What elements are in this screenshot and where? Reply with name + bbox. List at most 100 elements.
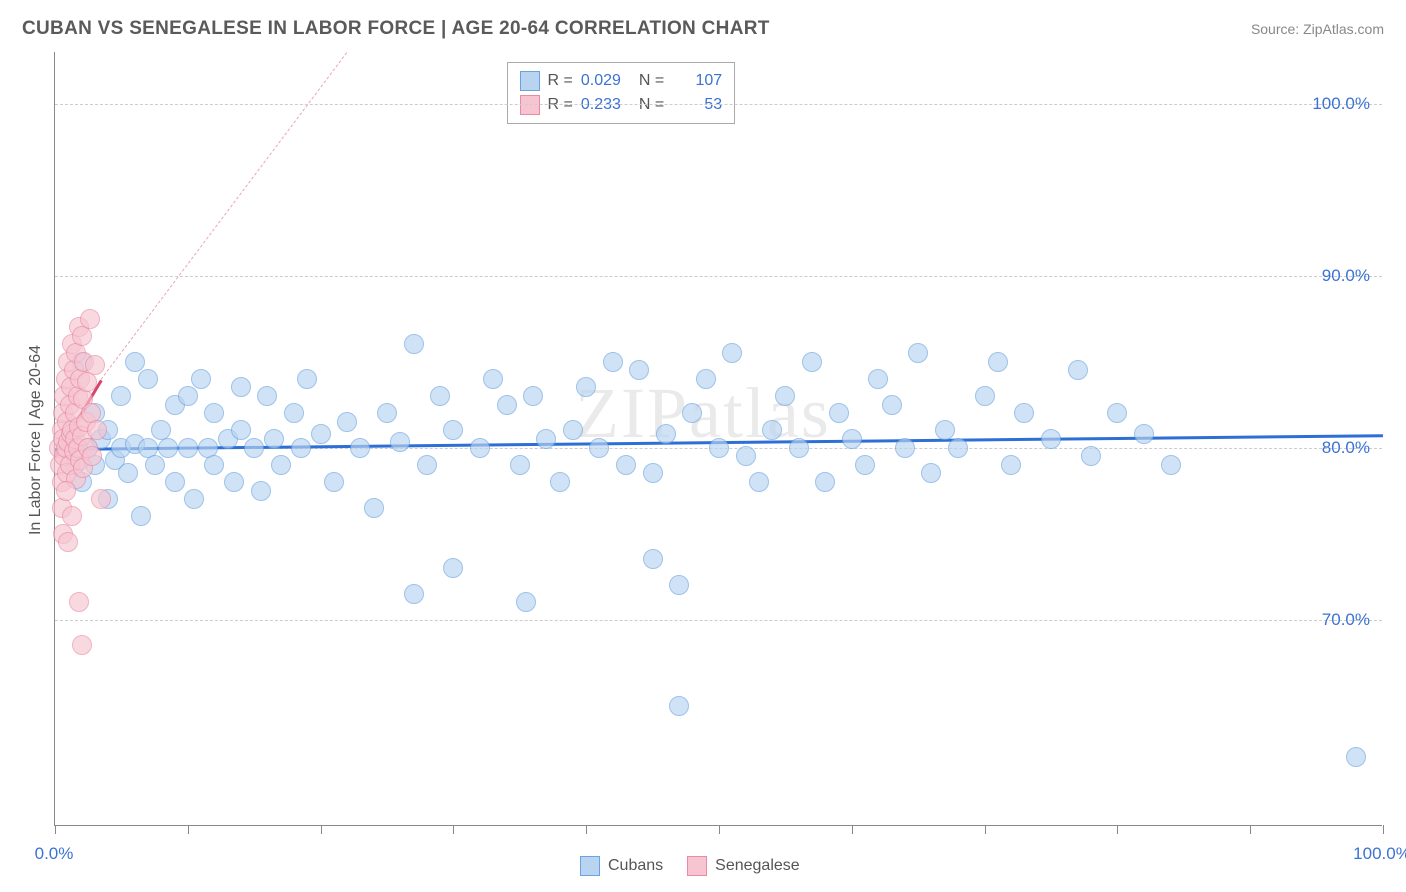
scatter-point [417,455,437,475]
r-label: R = [548,93,573,117]
scatter-point [125,352,145,372]
scatter-point [1134,424,1154,444]
scatter-point [111,386,131,406]
x-tick [852,825,853,834]
scatter-point [77,372,97,392]
scatter-point [1107,403,1127,423]
scatter-point [1014,403,1034,423]
series-legend: CubansSenegalese [580,856,800,876]
scatter-point [895,438,915,458]
scatter-point [118,463,138,483]
scatter-point [589,438,609,458]
gridline-h [55,104,1382,105]
legend-row: R =0.233N =53 [520,93,723,117]
scatter-point [404,334,424,354]
n-value: 107 [672,69,722,93]
scatter-point [324,472,344,492]
scatter-point [184,489,204,509]
scatter-point [749,472,769,492]
scatter-point [291,438,311,458]
legend-swatch [687,856,707,876]
scatter-point [443,420,463,440]
scatter-point [842,429,862,449]
y-tick-label: 70.0% [1322,610,1370,630]
scatter-point [364,498,384,518]
y-axis-label: In Labor Force | Age 20-64 [27,345,45,535]
scatter-point [550,472,570,492]
x-tick [985,825,986,834]
x-tick [1383,825,1384,834]
plot-area: ZIPatlas R =0.029N =107R =0.233N =53 70.… [54,52,1382,826]
scatter-point [709,438,729,458]
scatter-point [224,472,244,492]
legend-swatch [520,71,540,91]
scatter-point [204,403,224,423]
scatter-point [350,438,370,458]
x-tick [1250,825,1251,834]
legend-label: Senegalese [715,857,800,875]
scatter-point [231,420,251,440]
scatter-point [69,592,89,612]
scatter-point [1001,455,1021,475]
scatter-point [1041,429,1061,449]
correlation-legend: R =0.029N =107R =0.233N =53 [507,62,736,124]
scatter-point [510,455,530,475]
scatter-point [882,395,902,415]
scatter-point [257,386,277,406]
scatter-point [1161,455,1181,475]
scatter-point [138,369,158,389]
scatter-point [975,386,995,406]
scatter-point [178,438,198,458]
r-value: 0.233 [581,93,631,117]
scatter-point [377,403,397,423]
scatter-point [868,369,888,389]
scatter-point [1068,360,1088,380]
scatter-point [948,438,968,458]
legend-swatch [580,856,600,876]
scatter-point [145,455,165,475]
legend-swatch [520,95,540,115]
n-label: N = [639,69,664,93]
scatter-point [669,696,689,716]
scatter-point [576,377,596,397]
scatter-point [669,575,689,595]
source-label: Source: ZipAtlas.com [1251,21,1384,37]
x-tick [586,825,587,834]
scatter-point [204,455,224,475]
scatter-point [158,438,178,458]
scatter-point [921,463,941,483]
scatter-point [72,326,92,346]
x-tick [55,825,56,834]
scatter-point [908,343,928,363]
scatter-point [62,506,82,526]
scatter-point [682,403,702,423]
scatter-point [91,489,111,509]
scatter-point [523,386,543,406]
scatter-point [85,355,105,375]
title-row: CUBAN VS SENEGALESE IN LABOR FORCE | AGE… [22,18,1384,40]
scatter-point [516,592,536,612]
y-tick-label: 90.0% [1322,266,1370,286]
x-tick [321,825,322,834]
scatter-point [789,438,809,458]
scatter-point [284,403,304,423]
x-tick [453,825,454,834]
r-value: 0.029 [581,69,631,93]
scatter-point [829,403,849,423]
scatter-point [563,420,583,440]
scatter-point [244,438,264,458]
x-tick-label: 0.0% [35,844,74,864]
scatter-point [643,463,663,483]
scatter-point [988,352,1008,372]
scatter-point [80,309,100,329]
scatter-point [178,386,198,406]
legend-item: Senegalese [687,856,800,876]
scatter-point [390,432,410,452]
scatter-point [1346,747,1366,767]
scatter-point [935,420,955,440]
scatter-point [643,549,663,569]
scatter-point [58,532,78,552]
scatter-point [72,635,92,655]
scatter-point [56,481,76,501]
n-value: 53 [672,93,722,117]
